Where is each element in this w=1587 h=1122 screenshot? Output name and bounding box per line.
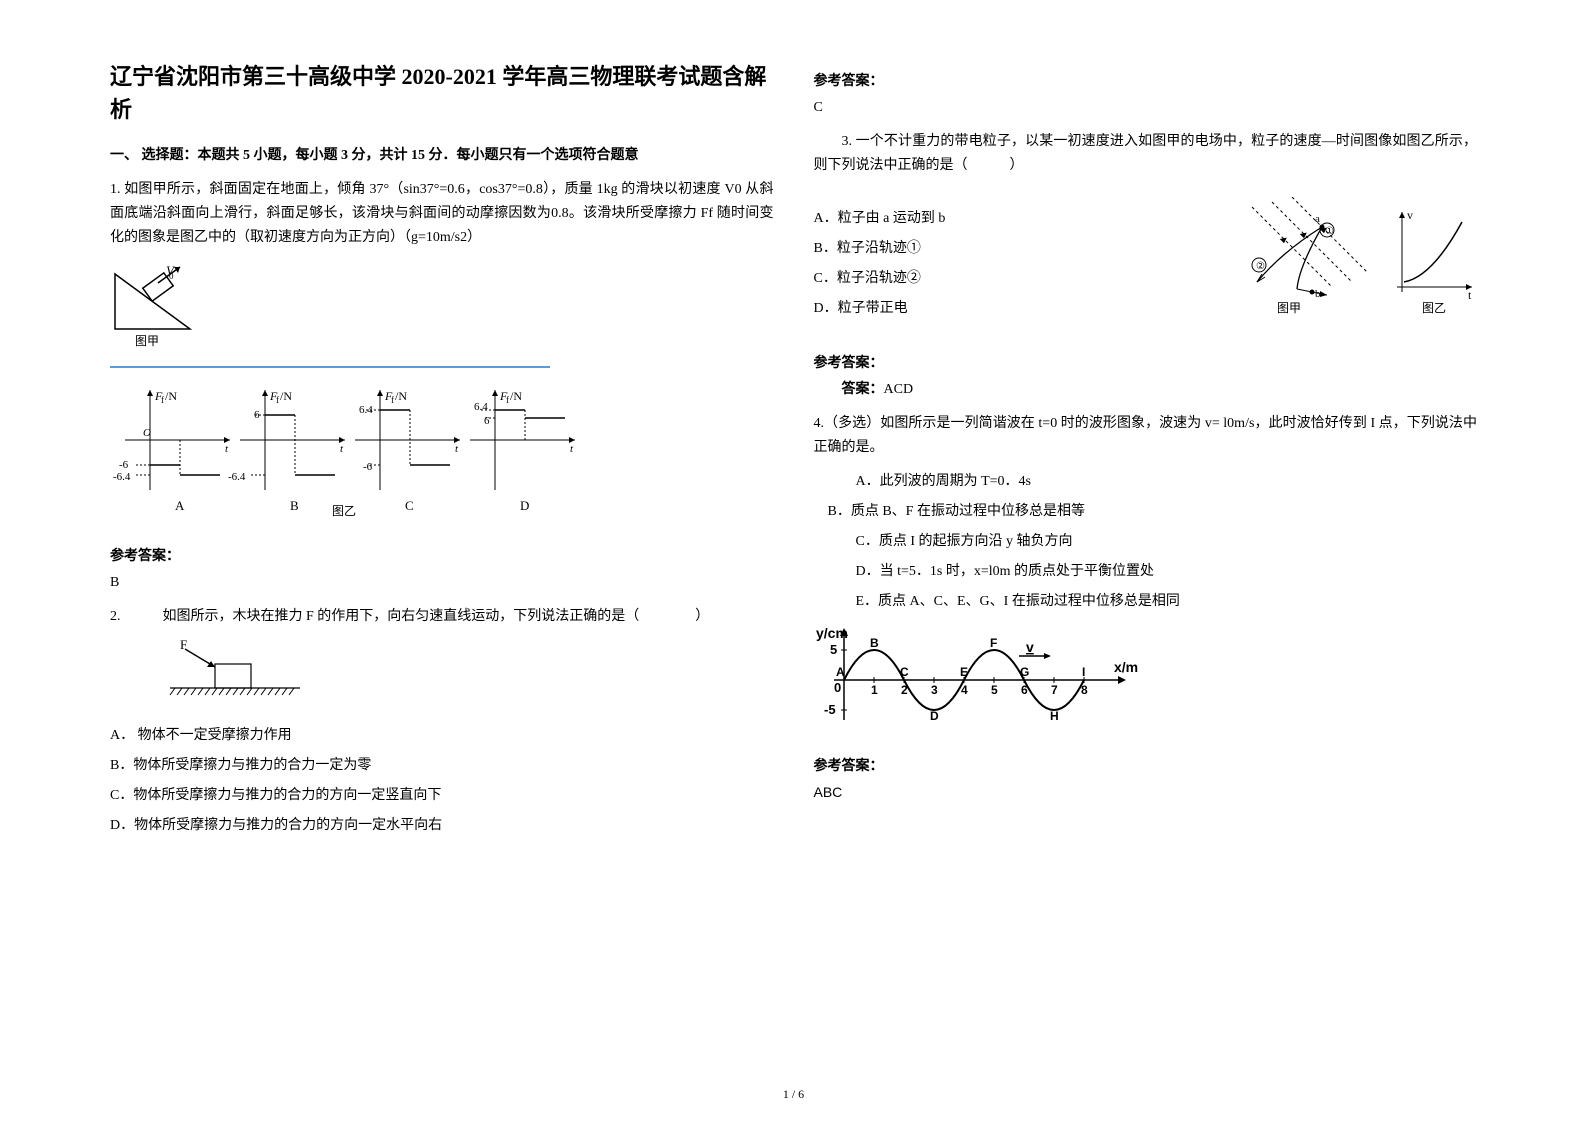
svg-text:O: O [143,427,151,439]
q4-opt-D: D．当 t=5．1s 时，x=l0m 的质点处于平衡位置处 [856,560,1478,580]
q3-answer-val: ACD [884,382,914,397]
q3-answer: 答案：ACD [814,378,1478,402]
q1-answer: B [110,571,774,595]
svg-text:v: v [1407,208,1413,222]
q4-answer-label: 参考答案： [814,755,1478,775]
q3-diagrams: a ① ② b 图甲 [1227,197,1477,332]
svg-text:5: 5 [991,683,998,697]
svg-text:0: 0 [834,680,841,695]
page-footer: 1 / 6 [0,1087,1587,1102]
q3-answer-label: 参考答案： [814,352,1478,372]
svg-text:f: f [506,395,509,405]
svg-text:F: F [180,639,187,652]
q2-opt-D: D．物体所受摩擦力与推力的合力的方向一定水平向右 [110,814,774,834]
q3-opt-D: D．粒子带正电 [814,297,1228,317]
svg-text:0: 0 [169,271,174,281]
q4-opt-B: B．质点 B、F 在振动过程中位移总是相等 [828,500,1478,520]
svg-text:-6.4: -6.4 [228,471,246,483]
svg-text:a: a [1315,213,1320,225]
svg-text:6: 6 [484,415,490,427]
q3-answer-prefix: 答案： [842,382,884,397]
q1-graphs: Ff/N O t -6 -6.4 A [110,380,774,535]
svg-text:3: 3 [931,683,938,697]
svg-text:D: D [930,709,939,723]
q2-diagram: F [150,639,774,714]
svg-text:x/m: x/m [1114,659,1138,675]
q2-answer: C [814,96,1478,120]
svg-text:f: f [391,395,394,405]
q4-opt-C: C．质点 I 的起振方向沿 y 轴负方向 [856,530,1478,550]
svg-text:1: 1 [871,683,878,697]
svg-text:t: t [225,443,229,455]
svg-text:图乙: 图乙 [332,504,356,518]
svg-text:6: 6 [254,409,260,421]
q1-text: 1. 如图甲所示，斜面固定在地面上，倾角 37°（sin37°=0.6，cos3… [110,178,774,249]
svg-text:E: E [960,665,968,679]
svg-text:6.4: 6.4 [359,404,373,416]
svg-text:B: B [290,498,299,513]
doc-title: 辽宁省沈阳市第三十高级中学 2020-2021 学年高三物理联考试题含解析 [110,60,774,126]
q1-answer-label: 参考答案： [110,545,774,565]
q3-text: 3. 一个不计重力的带电粒子，以某一初速度进入如图甲的电场中，粒子的速度—时间图… [814,130,1478,178]
svg-text:t: t [455,443,459,455]
svg-text:/N: /N [510,389,522,403]
svg-text:y/cm: y/cm [816,625,848,641]
page: 辽宁省沈阳市第三十高级中学 2020-2021 学年高三物理联考试题含解析 一、… [0,0,1587,1122]
svg-text:图乙: 图乙 [1422,301,1446,315]
svg-text:A: A [836,665,845,679]
blue-divider [110,366,550,368]
svg-text:F: F [990,636,997,650]
q4-answer: ABC [814,781,1478,805]
svg-text:H: H [1050,709,1059,723]
svg-text:A: A [175,498,185,513]
svg-text:C: C [900,665,909,679]
svg-text:-5: -5 [824,702,836,717]
q2-opt-A: A． 物体不一定受摩擦力作用 [110,724,774,744]
q2-text: 2. 如图所示，木块在推力 F 的作用下，向右匀速直线运动，下列说法正确的是（ … [110,605,774,629]
q3-opt-A: A．粒子由 a 运动到 b [814,207,1228,227]
svg-text:6.4: 6.4 [474,401,488,413]
q3-opt-C: C．粒子沿轨迹② [814,267,1228,287]
svg-text:-6: -6 [119,459,129,471]
q2-opt-C: C．物体所受摩擦力与推力的合力的方向一定竖直向下 [110,784,774,804]
q4-wave-diagram: y/cm x/m 0 5 -5 1 2 3 [814,620,1478,745]
svg-text:f: f [161,395,164,405]
svg-text:/N: /N [395,389,407,403]
left-column: 辽宁省沈阳市第三十高级中学 2020-2021 学年高三物理联考试题含解析 一、… [90,60,794,1092]
svg-text:t: t [1468,288,1472,302]
q2-opt-B: B．物体所受摩擦力与推力的合力一定为零 [110,754,774,774]
svg-text:C: C [405,498,414,513]
svg-text:/N: /N [280,389,292,403]
svg-text:f: f [276,395,279,405]
svg-text:t: t [570,443,574,455]
svg-text:t: t [340,443,344,455]
q2-answer-label: 参考答案： [814,70,1478,90]
q4-opt-E: E．质点 A、C、E、G、I 在振动过程中位移总是相同 [856,590,1478,610]
svg-text:7: 7 [1051,683,1058,697]
svg-text:①: ① [1325,226,1334,237]
section-1-head: 一、 选择题：本题共 5 小题，每小题 3 分，共计 15 分．每小题只有一个选… [110,144,774,164]
svg-text:②: ② [1256,261,1265,272]
q1-diagram-jia: V 0 图甲 [110,259,774,354]
q4-opt-A: A．此列波的周期为 T=0．4s [856,470,1478,490]
svg-text:图甲: 图甲 [1277,301,1301,315]
svg-text:/N: /N [165,389,177,403]
svg-text:v: v [1026,639,1034,655]
svg-text:-6.4: -6.4 [113,471,131,483]
svg-text:-6: -6 [363,461,373,473]
svg-text:D: D [520,498,529,513]
diagram-jia-label: 图甲 [135,334,159,348]
svg-text:G: G [1020,665,1029,679]
q4-text: 4.（多选）如图所示是一列简谐波在 t=0 时的波形图象，波速为 v= l0m/… [814,412,1478,460]
svg-text:I: I [1082,665,1085,679]
svg-text:5: 5 [830,642,837,657]
q3-opt-B: B．粒子沿轨迹① [814,237,1228,257]
svg-text:B: B [870,636,879,650]
right-column: 参考答案： C 3. 一个不计重力的带电粒子，以某一初速度进入如图甲的电场中，粒… [794,60,1498,1092]
